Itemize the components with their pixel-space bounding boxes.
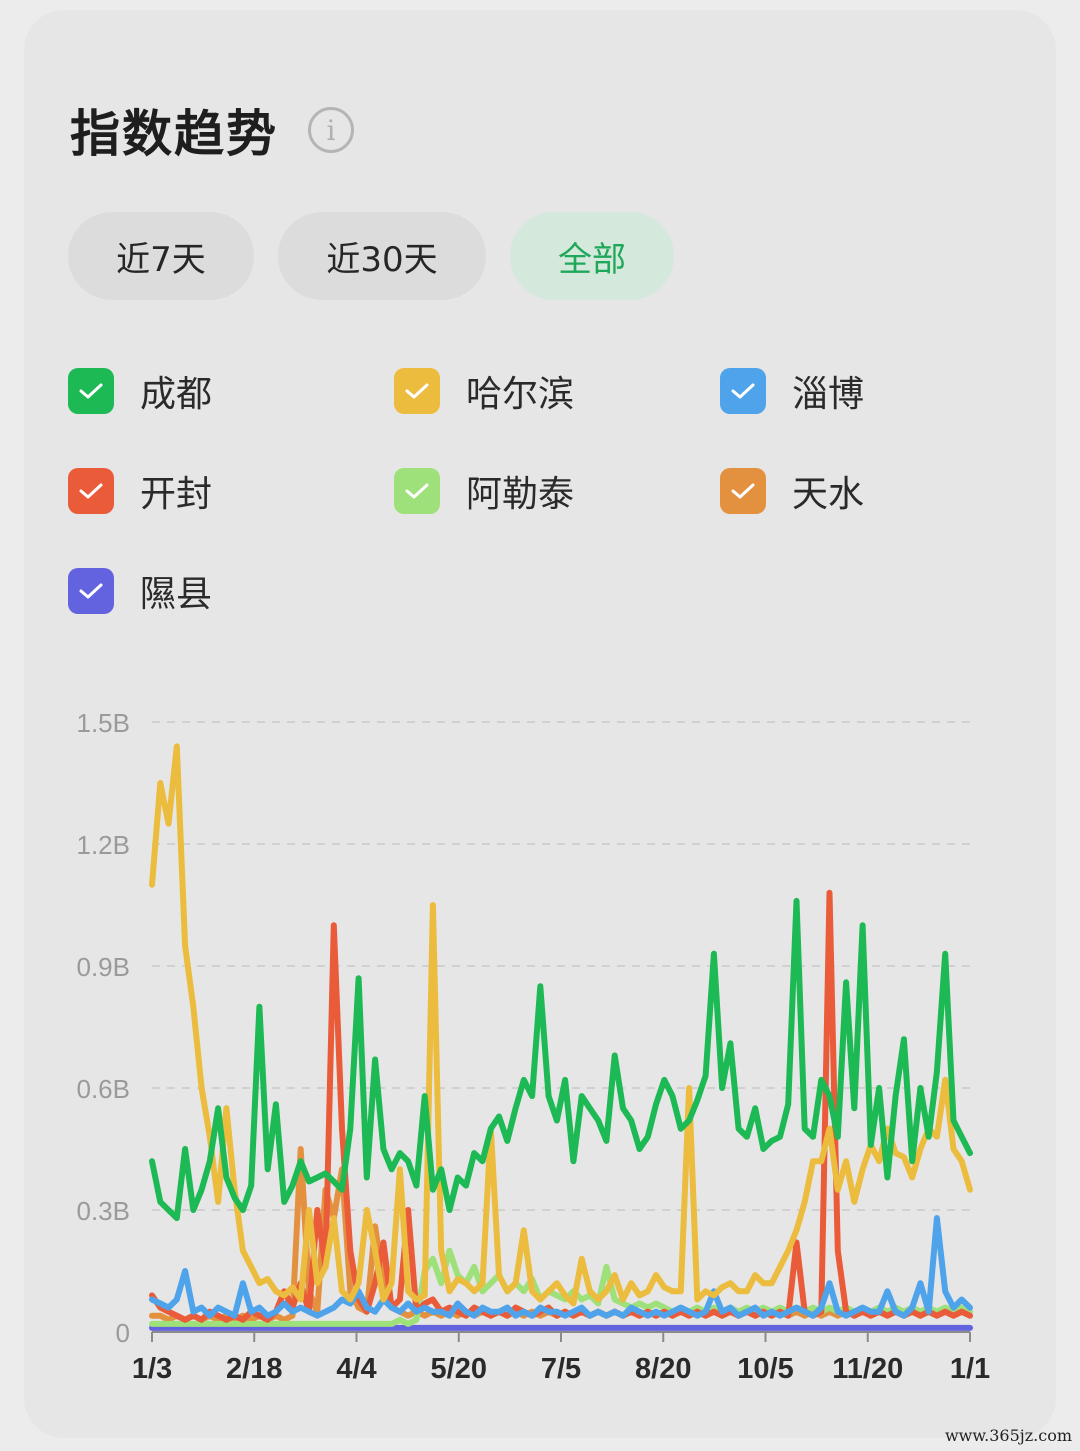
legend-item-harbin[interactable]: 哈尔滨 bbox=[394, 366, 574, 416]
x-tick-label: 1/1 bbox=[950, 1353, 990, 1385]
checkbox-icon[interactable] bbox=[68, 468, 114, 514]
y-tick-label: 0.6B bbox=[77, 1074, 131, 1104]
legend-item-tianshui[interactable]: 天水 bbox=[720, 466, 864, 516]
tab-7-days[interactable]: 近7天 bbox=[68, 212, 254, 300]
x-tick-label: 2/18 bbox=[226, 1353, 282, 1385]
series-line bbox=[149, 743, 973, 1307]
y-tick-label: 0.9B bbox=[77, 952, 131, 982]
watermark: www.365jz.com bbox=[944, 1426, 1072, 1445]
legend-item-chengdu[interactable]: 成都 bbox=[68, 366, 212, 416]
legend-label: 哈尔滨 bbox=[466, 374, 575, 415]
checkbox-icon[interactable] bbox=[68, 568, 114, 614]
page-title: 指数趋势 bbox=[70, 105, 278, 163]
legend-item-xixian[interactable]: 隰县 bbox=[68, 566, 212, 616]
tab-all[interactable]: 全部 bbox=[510, 212, 674, 300]
legend-label: 阿勒泰 bbox=[466, 474, 575, 515]
series-line bbox=[149, 1247, 973, 1327]
range-tabs: 近7天 近30天 全部 bbox=[68, 212, 674, 300]
x-tick-label: 11/20 bbox=[832, 1353, 903, 1385]
legend-label: 天水 bbox=[792, 474, 865, 515]
x-tick-label: 4/4 bbox=[336, 1353, 376, 1385]
legend-label: 开封 bbox=[140, 474, 213, 515]
y-tick-label: 1.5B bbox=[77, 708, 131, 738]
trend-card: 指数趋势 i 近7天 近30天 全部 成都 哈尔滨 淄博 开封 阿勒泰 天 bbox=[24, 10, 1056, 1438]
legend-item-zibo[interactable]: 淄博 bbox=[720, 366, 864, 416]
x-tick-label: 5/20 bbox=[431, 1353, 487, 1385]
legend-item-altay[interactable]: 阿勒泰 bbox=[394, 466, 574, 516]
legend-item-kaifeng[interactable]: 开封 bbox=[68, 466, 212, 516]
series-line bbox=[149, 1215, 973, 1319]
x-tick-label: 7/5 bbox=[541, 1353, 581, 1385]
checkbox-icon[interactable] bbox=[720, 368, 766, 414]
checkbox-icon[interactable] bbox=[68, 368, 114, 414]
checkbox-icon[interactable] bbox=[720, 468, 766, 514]
x-tick-label: 8/20 bbox=[635, 1353, 691, 1385]
checkbox-icon[interactable] bbox=[394, 368, 440, 414]
y-tick-label: 1.2B bbox=[77, 830, 131, 860]
y-tick-label: 0 bbox=[116, 1318, 130, 1348]
line-chart: 0 0.3B 0.6B 0.9B 1.2B 1.5B 1/3 2/18 4/4 5/20 7/5 8/… bbox=[77, 708, 991, 1385]
tab-30-days[interactable]: 近30天 bbox=[278, 212, 486, 300]
info-icon[interactable]: i bbox=[308, 107, 354, 153]
legend-label: 隰县 bbox=[140, 574, 213, 615]
series-line bbox=[149, 897, 973, 1222]
x-tick-label: 10/5 bbox=[737, 1353, 793, 1385]
x-tick-label: 1/3 bbox=[132, 1353, 172, 1385]
y-tick-label: 0.3B bbox=[77, 1196, 131, 1226]
title-row: 指数趋势 i bbox=[70, 94, 354, 166]
legend-label: 淄博 bbox=[792, 374, 865, 415]
checkbox-icon[interactable] bbox=[394, 468, 440, 514]
legend-label: 成都 bbox=[140, 374, 213, 415]
